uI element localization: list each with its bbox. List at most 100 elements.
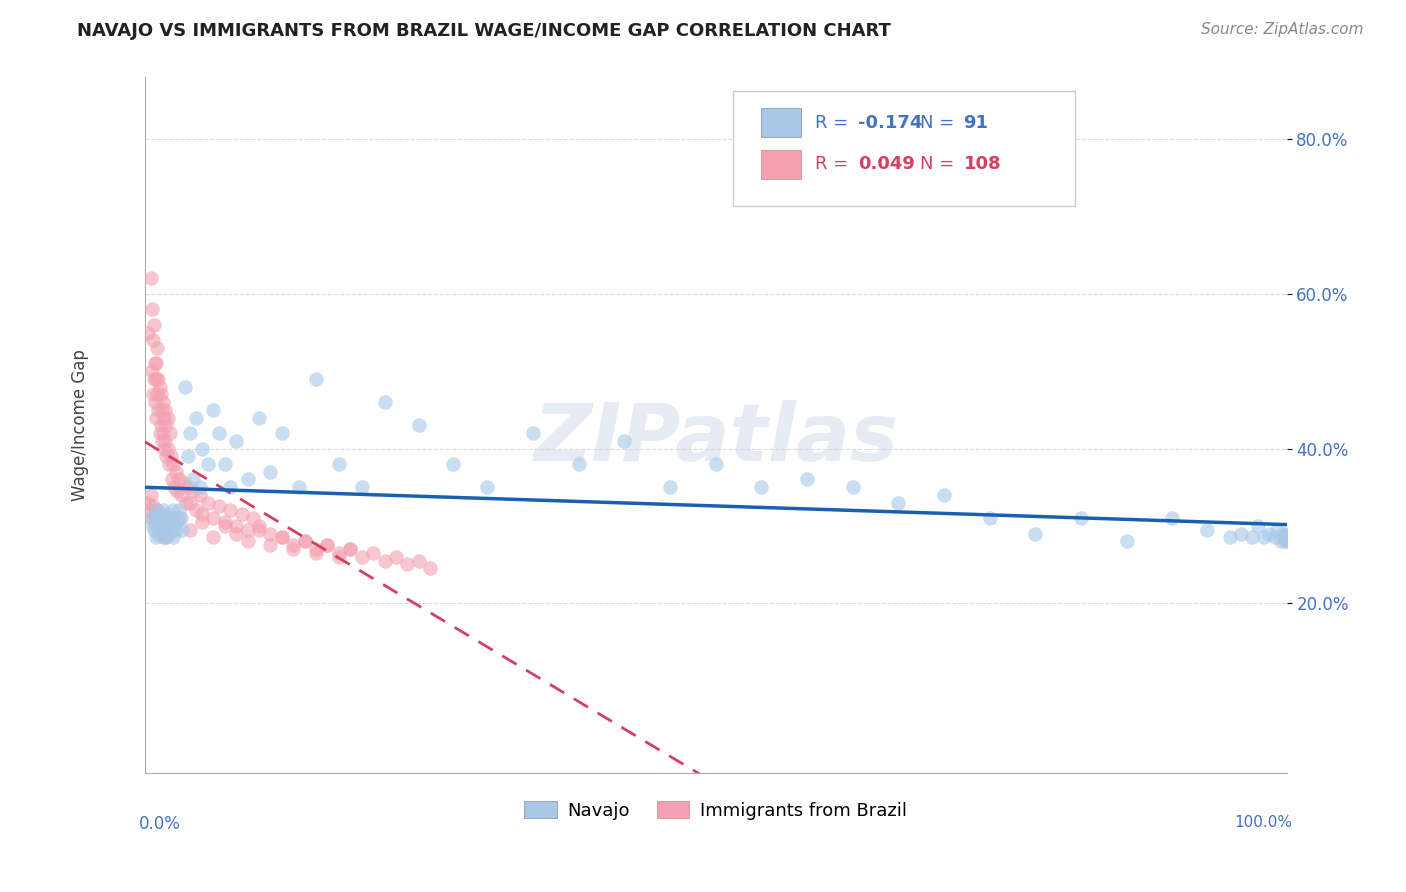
Immigrants from Brazil xyxy=(155,449,177,463)
Immigrants from Brazil xyxy=(294,534,316,549)
Text: R =: R = xyxy=(815,155,853,173)
Immigrants from Brazil xyxy=(167,511,190,525)
Immigrants from Brazil xyxy=(142,511,165,525)
Navajo xyxy=(751,480,773,494)
Navajo xyxy=(1247,518,1270,533)
Immigrants from Brazil xyxy=(155,530,177,544)
Navajo xyxy=(165,523,187,537)
Immigrants from Brazil xyxy=(236,534,259,549)
Immigrants from Brazil xyxy=(361,546,384,560)
Immigrants from Brazil xyxy=(225,518,247,533)
Immigrants from Brazil xyxy=(167,472,190,486)
Immigrants from Brazil xyxy=(270,530,292,544)
Text: ZIPatlas: ZIPatlas xyxy=(533,401,898,478)
Navajo xyxy=(247,410,270,425)
Immigrants from Brazil xyxy=(165,465,187,479)
Immigrants from Brazil xyxy=(159,425,181,440)
Navajo xyxy=(270,425,292,440)
Immigrants from Brazil xyxy=(142,500,165,514)
Immigrants from Brazil xyxy=(396,558,419,572)
Immigrants from Brazil xyxy=(152,526,174,541)
Immigrants from Brazil xyxy=(179,495,201,509)
Immigrants from Brazil xyxy=(141,302,163,317)
Immigrants from Brazil xyxy=(305,546,328,560)
Text: 0.0%: 0.0% xyxy=(139,815,181,833)
Immigrants from Brazil xyxy=(236,523,259,537)
Immigrants from Brazil xyxy=(150,402,173,417)
Immigrants from Brazil xyxy=(157,457,180,471)
Immigrants from Brazil xyxy=(179,523,201,537)
Navajo xyxy=(374,395,396,409)
Navajo xyxy=(1253,530,1275,544)
Navajo xyxy=(148,526,170,541)
Navajo xyxy=(197,457,219,471)
Navajo xyxy=(160,515,183,529)
Immigrants from Brazil xyxy=(155,402,177,417)
Navajo xyxy=(152,530,174,544)
Immigrants from Brazil xyxy=(191,515,214,529)
Navajo xyxy=(139,511,162,525)
Navajo xyxy=(177,449,200,463)
Immigrants from Brazil xyxy=(145,356,167,370)
Immigrants from Brazil xyxy=(145,372,167,386)
Immigrants from Brazil xyxy=(139,488,162,502)
Immigrants from Brazil xyxy=(155,418,177,433)
Text: NAVAJO VS IMMIGRANTS FROM BRAZIL WAGE/INCOME GAP CORRELATION CHART: NAVAJO VS IMMIGRANTS FROM BRAZIL WAGE/IN… xyxy=(77,22,891,40)
Immigrants from Brazil xyxy=(141,511,163,525)
Navajo xyxy=(1275,534,1298,549)
Immigrants from Brazil xyxy=(247,518,270,533)
Immigrants from Brazil xyxy=(148,402,170,417)
Immigrants from Brazil xyxy=(231,507,253,521)
Immigrants from Brazil xyxy=(146,503,169,517)
Immigrants from Brazil xyxy=(283,541,305,556)
Navajo xyxy=(1024,526,1046,541)
Navajo xyxy=(1115,534,1137,549)
Immigrants from Brazil xyxy=(136,326,159,340)
Text: 100.0%: 100.0% xyxy=(1234,815,1292,830)
Navajo xyxy=(156,518,179,533)
Immigrants from Brazil xyxy=(259,538,281,552)
Navajo xyxy=(887,495,910,509)
Navajo xyxy=(157,526,180,541)
Navajo xyxy=(704,457,727,471)
Navajo xyxy=(162,530,184,544)
Navajo xyxy=(1275,530,1298,544)
Navajo xyxy=(145,503,167,517)
Navajo xyxy=(568,457,591,471)
Navajo xyxy=(1230,526,1253,541)
Immigrants from Brazil xyxy=(294,534,316,549)
Immigrants from Brazil xyxy=(141,364,163,378)
Navajo xyxy=(1272,526,1295,541)
Immigrants from Brazil xyxy=(214,518,236,533)
Navajo xyxy=(1272,530,1295,544)
Navajo xyxy=(202,402,225,417)
Immigrants from Brazil xyxy=(145,515,167,529)
Immigrants from Brazil xyxy=(153,410,176,425)
Immigrants from Brazil xyxy=(150,515,173,529)
Immigrants from Brazil xyxy=(152,395,174,409)
Immigrants from Brazil xyxy=(177,480,200,494)
Navajo xyxy=(181,472,204,486)
Navajo xyxy=(143,515,166,529)
Immigrants from Brazil xyxy=(149,387,172,401)
Navajo xyxy=(163,511,186,525)
Navajo xyxy=(142,523,165,537)
Navajo xyxy=(408,418,430,433)
Immigrants from Brazil xyxy=(156,442,179,456)
Immigrants from Brazil xyxy=(155,434,177,448)
FancyBboxPatch shape xyxy=(762,150,801,179)
Text: Source: ZipAtlas.com: Source: ZipAtlas.com xyxy=(1201,22,1364,37)
Navajo xyxy=(441,457,464,471)
Navajo xyxy=(162,503,184,517)
Immigrants from Brazil xyxy=(142,333,165,347)
Navajo xyxy=(149,515,172,529)
Navajo xyxy=(150,507,173,521)
Immigrants from Brazil xyxy=(316,538,339,552)
Immigrants from Brazil xyxy=(149,523,172,537)
Immigrants from Brazil xyxy=(138,503,160,517)
Navajo xyxy=(167,503,190,517)
Immigrants from Brazil xyxy=(142,387,165,401)
Text: -0.174: -0.174 xyxy=(859,113,922,132)
Navajo xyxy=(173,379,195,393)
Immigrants from Brazil xyxy=(149,511,172,525)
